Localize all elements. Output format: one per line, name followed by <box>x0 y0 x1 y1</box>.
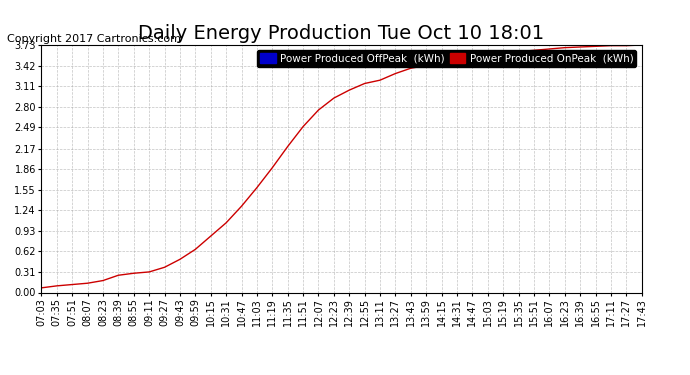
Title: Daily Energy Production Tue Oct 10 18:01: Daily Energy Production Tue Oct 10 18:01 <box>139 24 544 44</box>
Legend: Power Produced OffPeak  (kWh), Power Produced OnPeak  (kWh): Power Produced OffPeak (kWh), Power Prod… <box>257 50 636 67</box>
Text: Copyright 2017 Cartronics.com: Copyright 2017 Cartronics.com <box>7 34 181 44</box>
